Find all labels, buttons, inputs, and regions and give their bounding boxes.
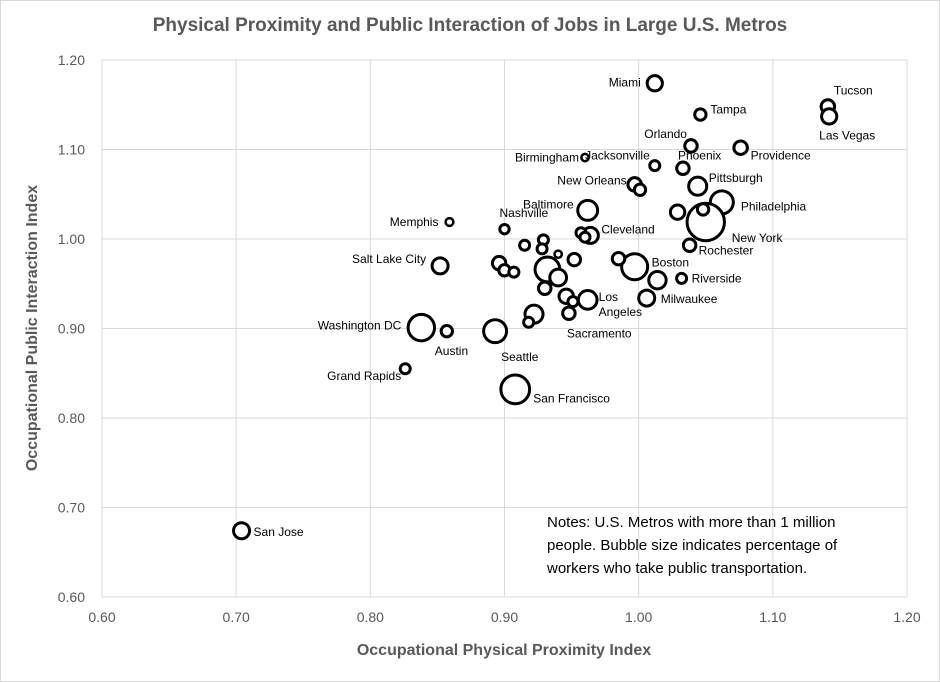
label-los-angeles: Los — [599, 290, 618, 304]
bubble-grand-rapids — [398, 362, 412, 376]
gridlines — [101, 59, 908, 598]
bubble-jacksonville — [648, 159, 662, 173]
label-philadelphia: Philadelphia — [741, 199, 807, 213]
bubble-memphis — [444, 216, 455, 228]
label-tucson: Tucson — [834, 84, 873, 98]
label-san-jose: San Jose — [254, 525, 304, 539]
bubble-unlabeled-metro — [507, 265, 521, 279]
x-tick-label: 0.90 — [491, 609, 518, 625]
y-tick-label: 0.60 — [58, 589, 85, 605]
y-tick-label: 1.10 — [58, 142, 85, 158]
chart-title: Physical Proximity and Public Interactio… — [153, 15, 788, 36]
label-cleveland: Cleveland — [601, 222, 654, 236]
notes-box: Notes: U.S. Metros with more than 1 mill… — [546, 514, 838, 577]
label-jacksonville: Jacksonville — [585, 149, 650, 163]
bubble-nashville — [498, 222, 511, 236]
bubble-unlabeled-metro — [518, 238, 532, 252]
bubble-tampa — [693, 107, 708, 122]
label-new-york: New York — [732, 231, 784, 245]
bubble-austin — [439, 324, 454, 339]
x-tick-label: 0.60 — [88, 609, 115, 625]
x-tick-label: 0.70 — [223, 609, 250, 625]
bubble-unlabeled-metro — [548, 267, 569, 288]
label-milwaukee: Milwaukee — [661, 292, 718, 306]
note-line: Notes: U.S. Metros with more than 1 mill… — [547, 514, 835, 531]
bubble-san-francisco — [499, 373, 532, 406]
label-boston: Boston — [652, 256, 689, 270]
note-line: workers who take public transportation. — [546, 560, 807, 577]
bubble-los-angeles — [576, 289, 599, 311]
bubble-unlabeled-metro — [647, 269, 668, 291]
label-nashville: Nashville — [500, 206, 549, 220]
bubble-washington-dc — [406, 312, 437, 343]
label-seattle: Seattle — [501, 350, 539, 364]
y-axis-title: Occupational Public Interaction Index — [24, 185, 41, 471]
bubble-riverside — [675, 271, 689, 285]
bubble-unlabeled-metro — [632, 182, 648, 197]
bubble-birmingham — [580, 152, 590, 163]
bubble-unlabeled-metro — [566, 295, 580, 309]
label-rochester: Rochester — [699, 243, 754, 257]
bubble-orlando — [683, 138, 699, 154]
bubble-salt-lake-city — [430, 256, 450, 276]
label-austin: Austin — [435, 344, 468, 358]
label-tampa: Tampa — [710, 103, 746, 117]
x-tick-label: 1.10 — [759, 609, 786, 625]
y-tick-label: 1.20 — [58, 52, 85, 68]
x-tick-label: 0.80 — [357, 609, 384, 625]
tick-labels: 0.60 0.70 0.80 0.90 1.00 1.10 1.20 0.60 0.70 0.80… — [58, 52, 921, 625]
label-washington-dc: Washington DC — [318, 319, 402, 333]
bubble-unlabeled-metro — [553, 249, 564, 260]
label-birmingham: Birmingham — [515, 151, 579, 165]
bubble-unlabeled-metro — [537, 280, 553, 296]
bubble-pittsburgh — [687, 175, 709, 197]
label-pittsburgh: Pittsburgh — [709, 171, 763, 185]
label-salt-lake-city: Salt Lake City — [352, 252, 426, 266]
label-providence: Providence — [751, 149, 811, 163]
bubble-boston — [620, 252, 650, 282]
bubble-sacramento — [561, 305, 577, 322]
label-sacramento: Sacramento — [567, 326, 632, 340]
bubble-unlabeled-metro — [695, 202, 711, 217]
bubble-miami — [645, 74, 664, 93]
bubble-milwaukee — [637, 288, 657, 308]
bubble-unlabeled-metro — [522, 315, 536, 329]
y-tick-label: 0.80 — [58, 410, 85, 426]
bubble-unlabeled-metro — [578, 230, 592, 244]
bubble-baltimore — [576, 198, 600, 222]
label-grand-rapids: Grand Rapids — [327, 369, 401, 383]
x-axis-title: Occupational Physical Proximity Index — [357, 642, 651, 659]
bubble-san-jose — [232, 521, 252, 541]
bubble-seattle — [482, 318, 509, 345]
bubble-providence — [732, 139, 749, 156]
label-riverside: Riverside — [692, 271, 742, 285]
label-memphis: Memphis — [390, 215, 439, 229]
x-tick-label: 1.00 — [625, 609, 652, 625]
point-labels: Miami Tampa Tucson Las Vegas Orlando Providen… — [254, 75, 876, 539]
bubble-phoenix — [675, 160, 691, 177]
y-tick-label: 1.00 — [58, 231, 85, 247]
bubble-rochester — [681, 237, 698, 254]
y-tick-label: 0.90 — [58, 321, 85, 337]
label-las-vegas: Las Vegas — [819, 128, 875, 142]
label-phoenix: Phoenix — [678, 148, 721, 162]
data-points — [232, 74, 839, 541]
label-baltimore: Baltimore — [523, 197, 574, 211]
label-new-orleans: New Orleans — [557, 173, 626, 187]
bubble-unlabeled-metro — [535, 242, 549, 256]
label-miami: Miami — [609, 75, 641, 89]
bubble-las-vegas — [820, 107, 839, 126]
y-tick-label: 0.70 — [58, 500, 85, 516]
bubble-unlabeled-metro — [566, 251, 583, 268]
note-line: people. Bubble size indicates percentage… — [547, 537, 838, 554]
bubble-unlabeled-metro — [668, 203, 687, 221]
x-tick-label: 1.20 — [893, 609, 920, 625]
label-los-angeles: Angeles — [599, 305, 642, 319]
bubble-unlabeled-metro — [610, 250, 627, 267]
label-orlando: Orlando — [644, 127, 687, 141]
label-san-francisco: San Francisco — [533, 391, 610, 405]
